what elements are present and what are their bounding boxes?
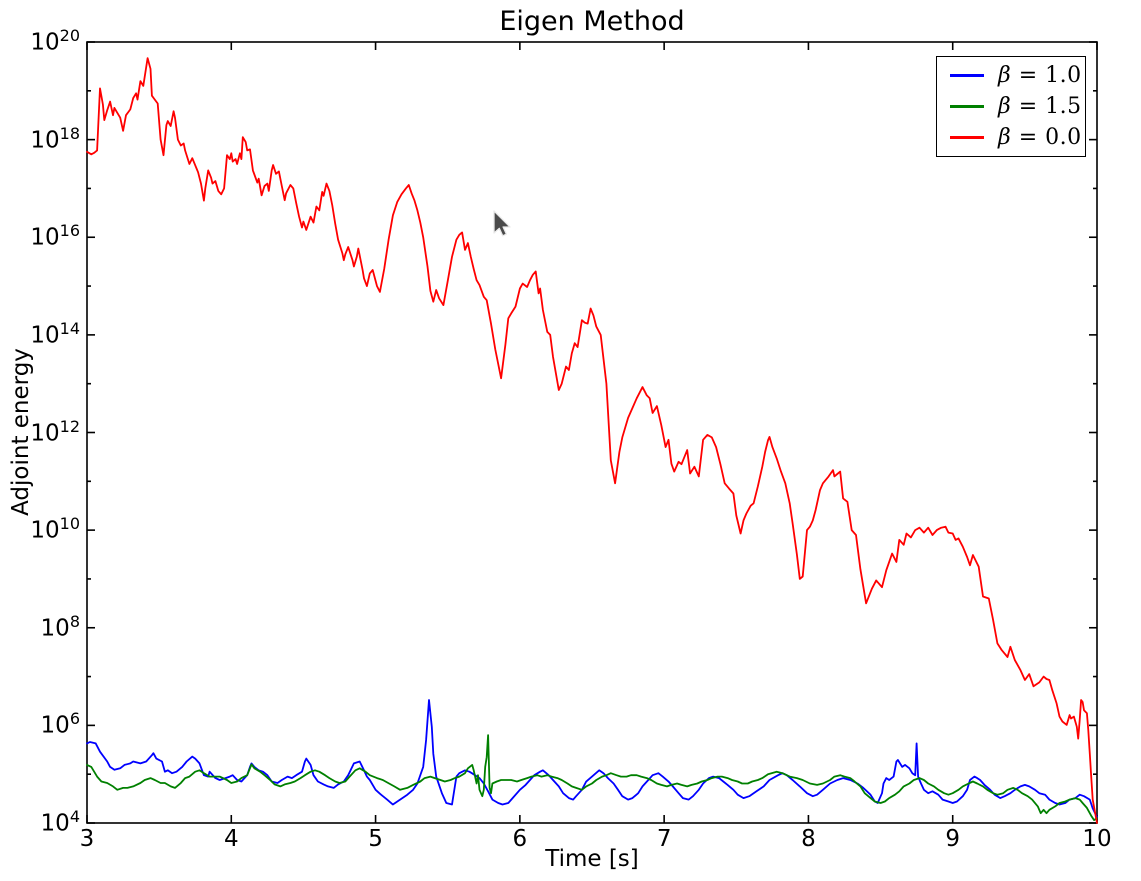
legend: β = 1.0 β = 1.5 β = 0.0 <box>936 56 1086 157</box>
x-tick-label: 4 <box>223 826 239 852</box>
y-tick-label: 108 <box>40 611 80 642</box>
legend-line-sample <box>950 105 984 108</box>
legend-entry: β = 0.0 <box>937 125 1085 150</box>
mouse-cursor-icon <box>493 210 511 237</box>
x-tick-label: 7 <box>656 826 672 852</box>
legend-label: β = 0.0 <box>998 125 1082 150</box>
x-tick-label: 5 <box>368 826 383 852</box>
legend-label: β = 1.5 <box>998 94 1082 119</box>
legend-label: β = 1.0 <box>998 63 1082 88</box>
series-line-3 <box>86 57 1098 824</box>
legend-entry: β = 1.0 <box>937 63 1085 88</box>
x-tick-label: 8 <box>801 826 816 852</box>
y-tick-label: 1010 <box>30 514 80 544</box>
x-tick-label: 6 <box>512 826 528 852</box>
x-tick-label: 9 <box>945 826 961 852</box>
legend-entry: β = 1.5 <box>937 94 1085 119</box>
series-line-2 <box>86 734 1098 821</box>
legend-line-sample <box>950 136 984 139</box>
x-tick-label: 3 <box>79 826 95 852</box>
y-axis-label: Adjoint energy <box>8 348 34 516</box>
x-tick-label: 10 <box>1082 826 1112 852</box>
series-line-1 <box>86 699 1098 818</box>
x-axis-label: Time [s] <box>545 846 639 872</box>
chart-title: Eigen Method <box>499 6 685 37</box>
y-tick-label: 1018 <box>30 123 80 154</box>
y-tick-label: 1014 <box>30 318 80 349</box>
legend-line-sample <box>950 74 984 77</box>
y-tick-label: 104 <box>40 806 80 837</box>
y-tick-label: 1012 <box>30 416 80 447</box>
y-tick-label: 1020 <box>30 25 80 56</box>
y-tick-label: 106 <box>40 709 80 740</box>
y-tick-label: 1016 <box>30 221 80 251</box>
